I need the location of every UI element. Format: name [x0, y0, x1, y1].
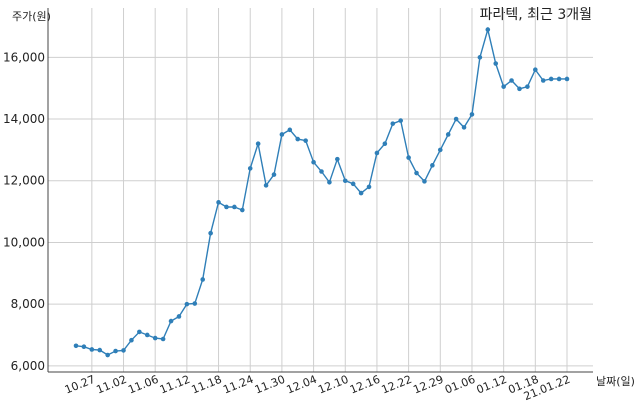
data-point [327, 179, 332, 185]
data-point [271, 172, 277, 177]
y-tick-label: 14,000 [3, 112, 45, 126]
data-point [437, 147, 443, 153]
data-point [255, 141, 261, 147]
data-point [168, 318, 174, 324]
y-tick-label: 16,000 [3, 50, 45, 64]
x-tick-labels: 10.2711.0211.0611.1211.1811.2411.3012.04… [63, 373, 572, 403]
x-tick-label: 01.12 [475, 373, 509, 397]
y-tick-label: 10,000 [3, 235, 45, 249]
data-point [350, 181, 356, 187]
data-point [445, 132, 451, 137]
data-point [263, 183, 269, 188]
data-point [414, 170, 419, 176]
price-series [73, 26, 570, 358]
data-point [152, 335, 158, 341]
data-point [279, 132, 285, 137]
x-tick-label: 12.29 [411, 373, 445, 397]
x-tick-label: 12.10 [316, 373, 350, 397]
data-point [374, 150, 380, 156]
data-point [240, 207, 245, 213]
data-point [232, 204, 237, 210]
data-point [113, 348, 118, 354]
data-point [129, 337, 134, 343]
data-point [517, 86, 522, 92]
data-point [137, 329, 142, 335]
data-point [144, 332, 150, 338]
x-tick-label: 11.18 [190, 373, 224, 397]
x-tick-label: 12.16 [348, 373, 382, 397]
data-point [548, 76, 554, 82]
data-point [121, 348, 126, 353]
data-point [406, 155, 411, 160]
data-point [184, 301, 190, 307]
data-point [216, 200, 221, 205]
data-point [461, 125, 467, 130]
data-point [556, 76, 562, 82]
data-point [540, 78, 546, 83]
data-point [287, 127, 293, 133]
data-point [160, 336, 166, 342]
data-point [533, 67, 538, 72]
x-axis-label: 날짜(일) [596, 374, 635, 388]
data-point [295, 136, 301, 142]
data-point [73, 343, 79, 349]
y-tick-label: 6,000 [11, 359, 45, 373]
data-point [525, 84, 530, 89]
data-point [453, 116, 459, 122]
data-point [501, 84, 506, 89]
data-point [176, 314, 182, 319]
data-point [89, 347, 95, 352]
data-point [208, 230, 213, 236]
x-tick-label: 11.12 [158, 373, 192, 397]
data-point [493, 61, 499, 66]
data-point [335, 156, 340, 162]
x-tick-label: 10.27 [63, 373, 97, 397]
data-point [358, 190, 364, 196]
y-tick-label: 12,000 [3, 174, 45, 188]
data-point [81, 344, 87, 350]
data-point [247, 166, 253, 171]
x-tick-label: 11.02 [95, 373, 129, 397]
y-tick-label: 8,000 [11, 297, 45, 311]
data-point [319, 169, 324, 174]
x-tick-label: 11.24 [221, 373, 255, 397]
data-point [509, 78, 514, 83]
y-tick-labels: 6,000 8,000 10,000 12,000 14,000 16,000 [3, 50, 45, 372]
x-tick-label: 12.22 [380, 373, 414, 397]
axes [47, 8, 593, 373]
data-point [311, 159, 316, 165]
data-point [342, 178, 348, 184]
grid-lines [48, 8, 593, 372]
x-tick-label: 11.30 [253, 373, 287, 397]
x-tick-label: 12.04 [285, 373, 319, 397]
data-point [390, 121, 396, 126]
data-point [224, 204, 229, 210]
x-tick-label: 11.06 [126, 373, 160, 397]
data-point [303, 138, 308, 143]
x-tick-label: 01.06 [443, 373, 477, 397]
data-point [477, 55, 483, 60]
data-point [398, 118, 403, 123]
price-line [75, 26, 567, 356]
data-point [192, 301, 198, 306]
data-point [469, 112, 475, 117]
data-point [366, 184, 372, 190]
data-point [382, 141, 388, 147]
data-point [105, 352, 110, 358]
data-point [97, 347, 103, 353]
y-axis-label: 주가(원) [12, 10, 51, 23]
data-point [422, 179, 427, 184]
data-point [200, 277, 206, 282]
data-point [485, 27, 491, 32]
data-point [564, 76, 570, 82]
data-point [430, 163, 435, 168]
